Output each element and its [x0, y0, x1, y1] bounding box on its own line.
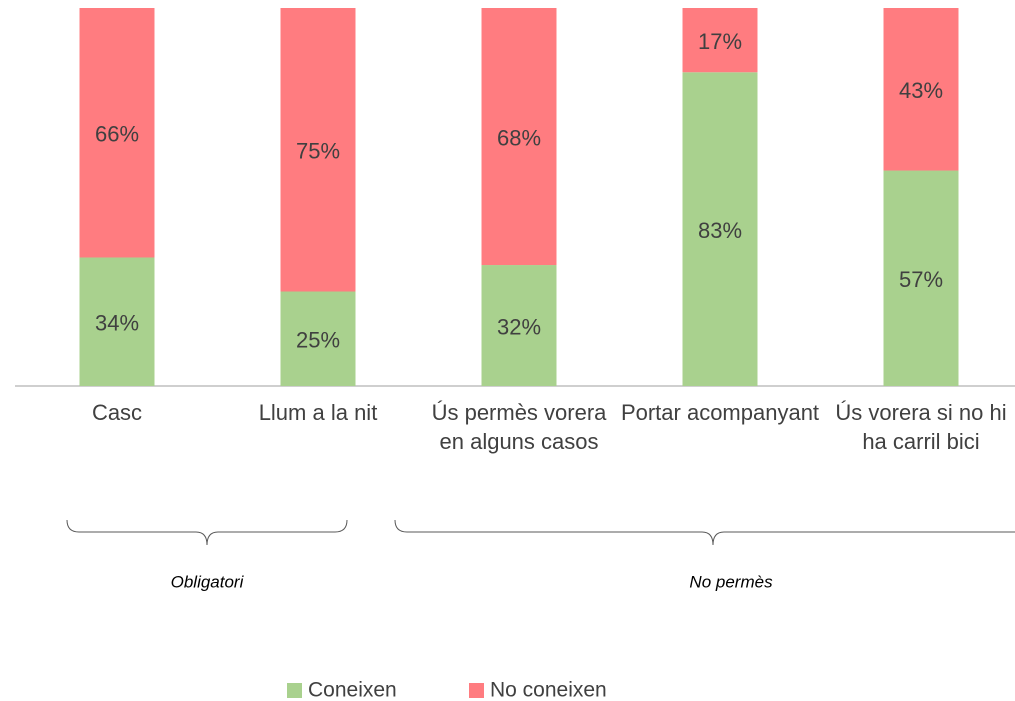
- bar-segment: [79, 8, 155, 258]
- bracket: [66, 519, 348, 546]
- x-tick-label: Casc: [91, 400, 143, 425]
- data-label: 66%: [95, 122, 139, 147]
- bar-segment: [79, 257, 155, 386]
- bar-segment: [682, 8, 758, 73]
- annotation: Obligatori: [171, 572, 245, 591]
- bar-segment: [481, 8, 557, 266]
- data-label: 32%: [497, 314, 541, 339]
- bar-segment: [682, 72, 758, 386]
- data-label: 75%: [296, 139, 340, 164]
- x-tick-label: Portar acompanyant: [620, 400, 820, 425]
- bracket: [394, 519, 1015, 546]
- data-label: 57%: [899, 267, 943, 292]
- bar-segment: [883, 8, 959, 171]
- data-label: 25%: [296, 328, 340, 353]
- bar-segment: [280, 291, 356, 386]
- legend-swatch: [287, 683, 302, 698]
- data-label: 43%: [899, 78, 943, 103]
- x-tick-label: Llum a la nit: [258, 400, 378, 425]
- x-tick-label: Ús vorera si no hi ha carril bici: [835, 400, 1007, 454]
- data-label: 34%: [95, 311, 139, 336]
- legend-label: Coneixen: [308, 679, 397, 701]
- x-tick-label: Ús permès vorera en alguns casos: [431, 400, 607, 454]
- bar-segment: [481, 265, 557, 386]
- annotation: No permès: [689, 572, 773, 591]
- data-label: 17%: [698, 29, 742, 54]
- data-label: 83%: [698, 218, 742, 243]
- bar-segment: [883, 170, 959, 386]
- legend-label: No coneixen: [490, 679, 607, 701]
- bar-segment: [280, 8, 356, 292]
- data-label: 68%: [497, 125, 541, 150]
- legend-swatch: [469, 683, 484, 698]
